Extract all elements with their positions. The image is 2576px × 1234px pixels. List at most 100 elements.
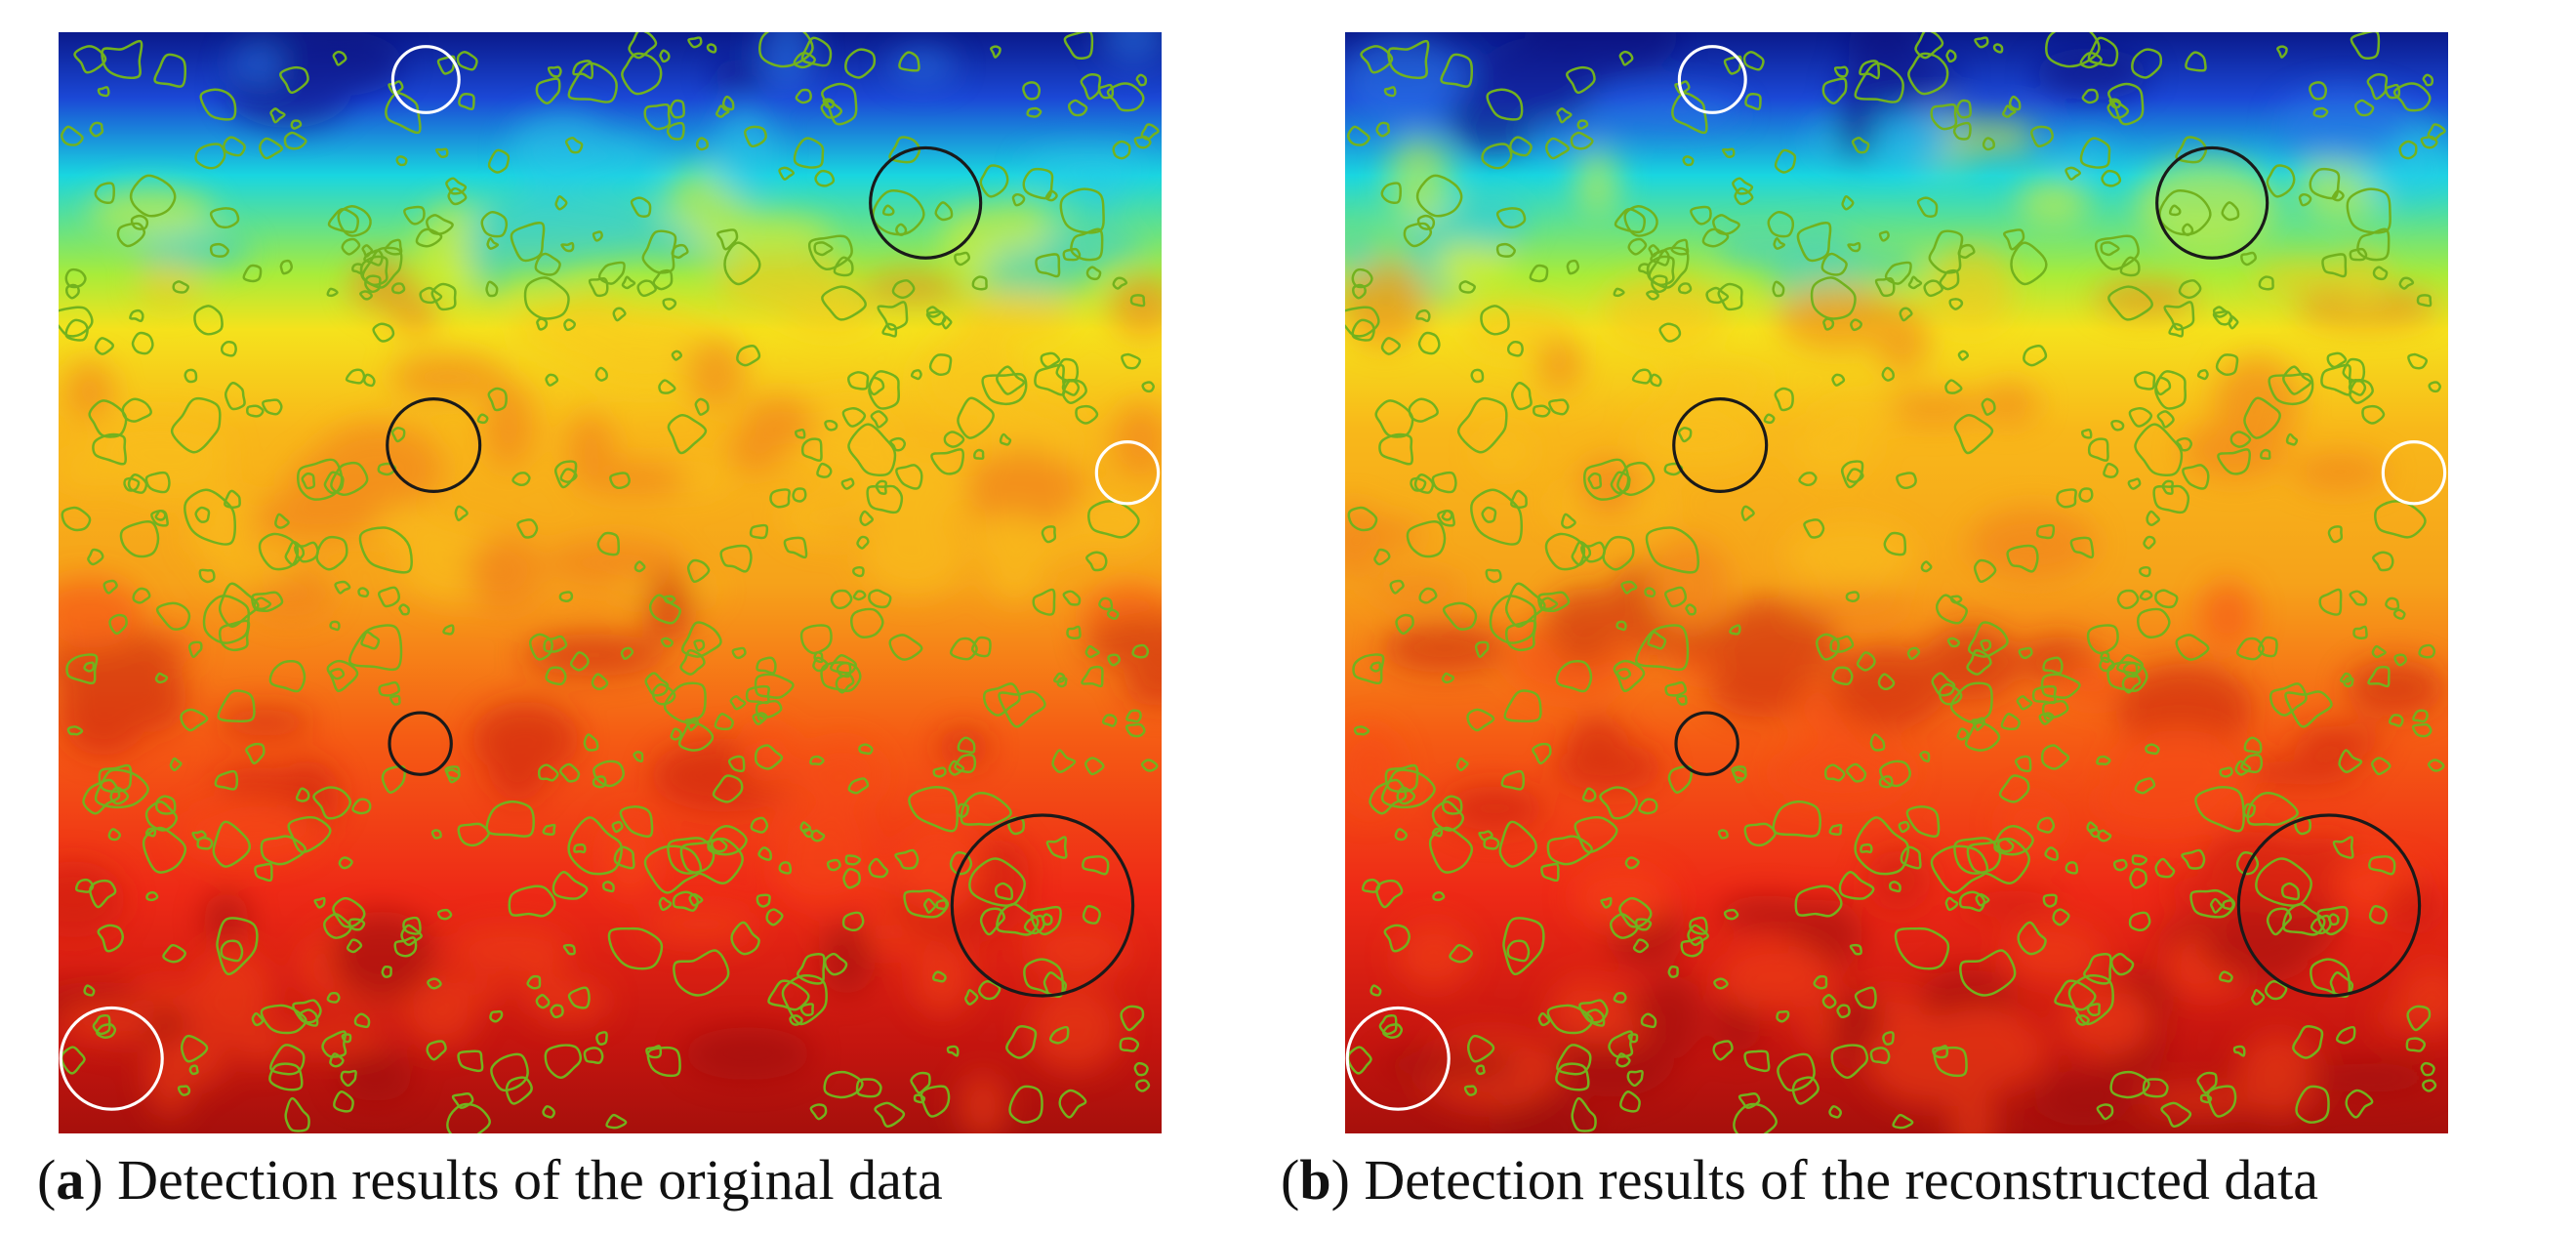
contour-blob <box>597 261 626 285</box>
contour-blob <box>326 287 339 298</box>
contour-blob <box>2154 857 2176 879</box>
contour-blob <box>943 431 965 448</box>
contour-blob <box>996 365 1026 395</box>
contour-blob <box>214 769 239 791</box>
contour-blob <box>2352 625 2368 639</box>
contour-blob <box>108 613 128 636</box>
contour-blob <box>948 760 965 776</box>
contour-blob <box>184 368 198 384</box>
contour-blob <box>567 62 618 103</box>
contour-blob <box>96 1022 117 1039</box>
contour-blob <box>2042 893 2058 908</box>
contour-blob <box>633 750 644 763</box>
contour-blob <box>1506 939 1531 963</box>
contour-blob <box>268 660 307 693</box>
contour-blob <box>1878 775 1894 789</box>
contour-blob <box>1845 762 1867 783</box>
contour-blob <box>1854 62 1904 103</box>
contour-blob <box>537 763 559 782</box>
contour-blob <box>385 92 422 135</box>
contour-blob <box>795 428 806 439</box>
contour-blob <box>563 318 577 332</box>
contour-blob <box>403 205 426 226</box>
contour-blob <box>326 659 359 692</box>
contour-blob <box>348 918 366 931</box>
contour-blob <box>1578 999 1609 1024</box>
contour-blob <box>1980 638 1992 652</box>
contour-blob <box>1084 644 1100 659</box>
contour-blob <box>1627 237 1648 256</box>
contour-blob <box>592 775 607 789</box>
contour-blob <box>419 286 443 305</box>
contour-blob <box>2232 1045 2246 1057</box>
contour-blob <box>2309 81 2328 101</box>
contour-blob <box>97 924 125 953</box>
contour-blob <box>852 565 865 578</box>
contour-blob <box>1705 286 1730 305</box>
contour-blob <box>389 694 401 706</box>
contour-blob <box>1066 625 1082 639</box>
contour-blob <box>1082 855 1110 876</box>
contour-blob <box>1613 659 1646 692</box>
contour-blob <box>1626 1069 1644 1088</box>
contour-blob <box>427 977 442 990</box>
contour-blob <box>2116 653 2144 675</box>
contour-blob <box>279 65 309 95</box>
contour-blob <box>83 661 96 673</box>
contour-blob <box>1580 541 1606 563</box>
contour-blob <box>591 673 609 691</box>
contour-blob <box>1883 531 1907 556</box>
contour-blob <box>1838 870 1875 900</box>
contour-blob <box>170 396 222 454</box>
contour-blob <box>295 787 310 802</box>
contour-blob <box>1481 143 1513 170</box>
contour-blob <box>859 510 875 527</box>
contour-blob <box>1833 65 1849 78</box>
contour-blob <box>1930 103 1958 131</box>
contour-blob <box>2181 848 2206 870</box>
contour-blob <box>2280 882 2301 901</box>
contour-blob <box>1680 936 1704 958</box>
contour-blob <box>1822 317 1835 331</box>
contour-blob <box>1119 1037 1140 1052</box>
contour-blob <box>1509 136 1533 157</box>
contour-blob <box>2389 714 2404 727</box>
contour-blob <box>870 410 888 429</box>
contour-blob <box>1546 1004 1594 1035</box>
contour-blob <box>2353 99 2375 117</box>
contour-blob <box>821 285 867 321</box>
contour-blob <box>87 548 104 566</box>
contour-blob <box>1352 653 1385 685</box>
contour-blob <box>1135 73 1148 87</box>
contour-blob <box>721 95 735 111</box>
contour-blob <box>1828 823 1843 836</box>
contour-blob <box>1816 633 1840 661</box>
contour-blob <box>595 1031 608 1046</box>
contour-blob <box>1634 918 1653 931</box>
contour-blob <box>868 857 889 879</box>
contour-blob <box>1485 568 1502 584</box>
contour-blob <box>194 506 211 523</box>
caption-reconstructed: (b) Detection results of the reconstruct… <box>1281 1148 2318 1212</box>
contour-blob <box>628 32 658 60</box>
contour-blob <box>1581 787 1597 802</box>
contour-blob <box>866 484 904 514</box>
caption-text: Detection results of the original data <box>117 1148 943 1212</box>
contour-blob <box>220 340 237 357</box>
contour-blob <box>1828 1105 1842 1119</box>
contour-blob <box>2368 905 2388 925</box>
contour-blob <box>2406 1005 2432 1032</box>
contour-blob <box>1776 1009 1790 1023</box>
contour-blob <box>1958 890 1986 912</box>
contour-blob <box>2298 193 2312 207</box>
contour-blob <box>2405 1037 2427 1052</box>
contour-blob <box>2282 902 2326 936</box>
contour-blob <box>92 432 127 466</box>
contour-blob <box>1085 266 1102 281</box>
contour-blob <box>384 238 403 256</box>
contour-blob <box>1467 1034 1495 1063</box>
contour-blob <box>620 646 634 661</box>
contour-blob <box>672 890 700 912</box>
contour-blob <box>925 310 947 326</box>
contour-blob <box>687 36 703 49</box>
